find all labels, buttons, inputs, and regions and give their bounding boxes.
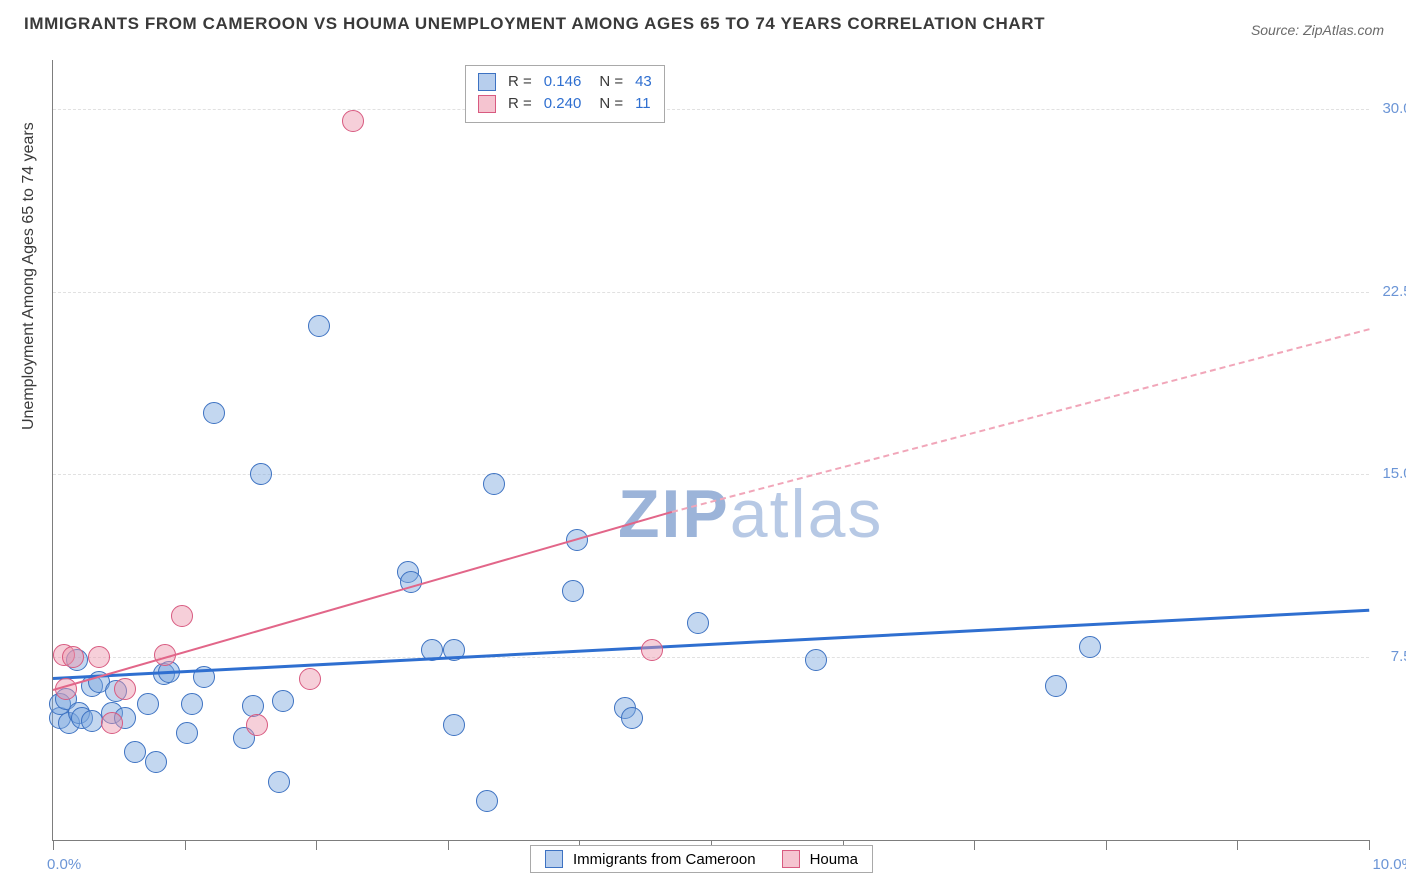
correlation-row-blue: R = 0.146 N = 43: [478, 71, 652, 93]
data-point: [687, 612, 709, 634]
swatch-pink-icon: [478, 95, 496, 113]
n-value-pink: 11: [635, 93, 651, 115]
legend-item-blue: Immigrants from Cameroon: [545, 850, 756, 868]
data-point: [641, 639, 663, 661]
x-tick: [1369, 840, 1370, 850]
y-axis-title: Unemployment Among Ages 65 to 74 years: [20, 122, 38, 430]
data-point: [272, 690, 294, 712]
data-point: [476, 790, 498, 812]
data-point: [101, 712, 123, 734]
r-value-pink: 0.240: [544, 93, 582, 115]
x-tick: [448, 840, 449, 850]
correlation-row-pink: R = 0.240 N = 11: [478, 93, 652, 115]
gridline: [53, 292, 1369, 293]
data-point: [483, 473, 505, 495]
legend-label-blue: Immigrants from Cameroon: [573, 851, 756, 868]
swatch-blue-icon: [545, 850, 563, 868]
swatch-pink-icon: [782, 850, 800, 868]
x-tick: [316, 840, 317, 850]
r-value-blue: 0.146: [544, 71, 582, 93]
r-label: R =: [508, 93, 532, 115]
x-tick: [1237, 840, 1238, 850]
x-min-label: 0.0%: [47, 856, 81, 873]
x-max-label: 10.0%: [1372, 856, 1406, 873]
data-point: [145, 751, 167, 773]
trend-line: [53, 608, 1369, 679]
series-legend: Immigrants from Cameroon Houma: [530, 845, 873, 873]
trend-line: [671, 328, 1369, 513]
data-point: [124, 741, 146, 763]
gridline: [53, 657, 1369, 658]
correlation-legend: R = 0.146 N = 43 R = 0.240 N = 11: [465, 65, 665, 123]
data-point: [1045, 675, 1067, 697]
data-point: [268, 771, 290, 793]
legend-item-pink: Houma: [782, 850, 858, 868]
x-tick: [974, 840, 975, 850]
data-point: [181, 693, 203, 715]
data-point: [342, 110, 364, 132]
chart-container: IMMIGRANTS FROM CAMEROON VS HOUMA UNEMPL…: [0, 0, 1406, 892]
data-point: [250, 463, 272, 485]
data-point: [805, 649, 827, 671]
data-point: [171, 605, 193, 627]
data-point: [246, 714, 268, 736]
x-tick: [185, 840, 186, 850]
y-tick-label: 22.5%: [1382, 283, 1406, 300]
data-point: [562, 580, 584, 602]
n-label: N =: [599, 93, 623, 115]
data-point: [88, 646, 110, 668]
n-value-blue: 43: [635, 71, 652, 93]
n-label: N =: [599, 71, 623, 93]
data-point: [62, 646, 84, 668]
data-point: [114, 678, 136, 700]
source-attribution: Source: ZipAtlas.com: [1251, 22, 1384, 38]
y-tick-label: 30.0%: [1382, 100, 1406, 117]
data-point: [308, 315, 330, 337]
plot-area: ZIPatlas 7.5%15.0%22.5%30.0%0.0%10.0%: [52, 60, 1369, 841]
y-tick-label: 15.0%: [1382, 465, 1406, 482]
x-tick: [1106, 840, 1107, 850]
legend-label-pink: Houma: [810, 851, 858, 868]
data-point: [203, 402, 225, 424]
gridline: [53, 109, 1369, 110]
y-tick-label: 7.5%: [1391, 648, 1406, 665]
x-tick: [53, 840, 54, 850]
data-point: [621, 707, 643, 729]
data-point: [137, 693, 159, 715]
data-point: [299, 668, 321, 690]
data-point: [443, 714, 465, 736]
chart-title: IMMIGRANTS FROM CAMEROON VS HOUMA UNEMPL…: [24, 14, 1045, 34]
data-point: [81, 710, 103, 732]
data-point: [176, 722, 198, 744]
data-point: [1079, 636, 1101, 658]
swatch-blue-icon: [478, 73, 496, 91]
r-label: R =: [508, 71, 532, 93]
